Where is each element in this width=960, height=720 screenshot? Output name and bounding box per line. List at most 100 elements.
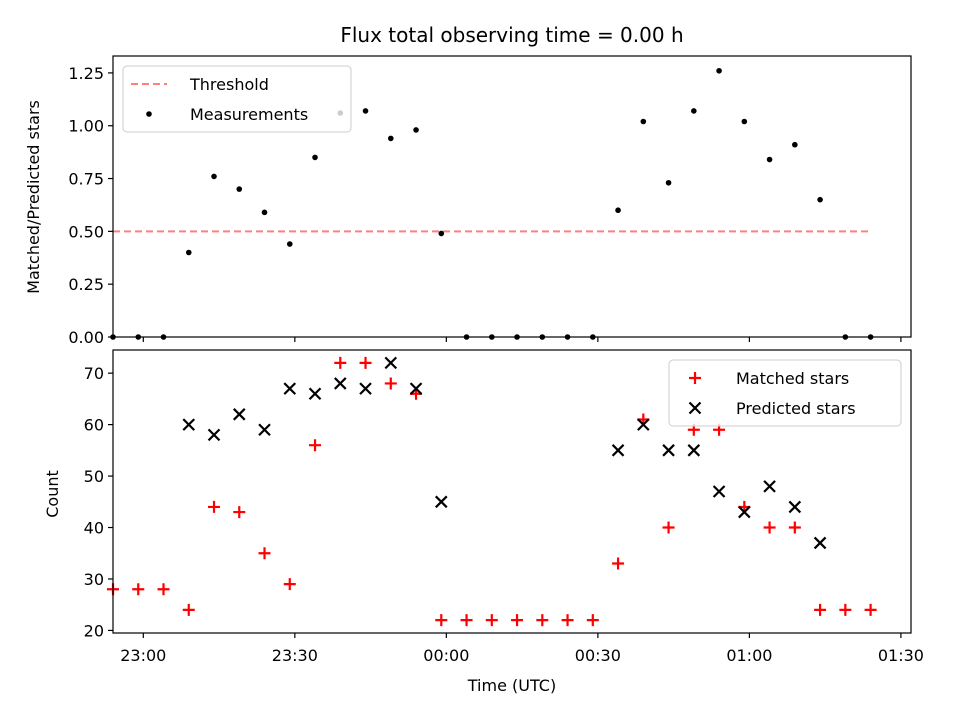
x-tick-label: 23:30 [272, 646, 318, 665]
matched-point [182, 603, 195, 616]
predicted-point [435, 495, 448, 509]
predicted-point [384, 356, 398, 370]
chart-title: Flux total observing time = 0.00 h [340, 23, 683, 47]
legend-label: Measurements [190, 105, 308, 124]
matched-point [157, 583, 170, 596]
y-tick-label: 50 [84, 467, 104, 486]
matched-point [283, 578, 296, 591]
axes-frame [112, 55, 912, 338]
matched-point [435, 614, 448, 627]
measurement-point [438, 230, 445, 237]
measurement-point [640, 118, 647, 125]
predicted-point [813, 536, 827, 550]
y-tick-label: 60 [84, 416, 104, 435]
x-tick-label: 00:00 [423, 646, 469, 665]
measurement-point [741, 118, 748, 125]
matched-point [864, 603, 877, 616]
matched-point [586, 614, 599, 627]
series-predicted-stars [182, 356, 827, 550]
matched-point [763, 521, 776, 534]
y-tick-label: 1.25 [68, 64, 104, 83]
matched-point [612, 557, 625, 570]
y-tick-label: 1.00 [68, 117, 104, 136]
measurement-point [236, 186, 243, 192]
matched-point [132, 583, 145, 596]
measurement-point [387, 135, 394, 142]
measurement-point [716, 67, 722, 74]
matched-point [485, 614, 498, 627]
x-tick-label: 00:30 [575, 646, 621, 665]
measurement-point [286, 241, 293, 247]
upper-panel: 0.00 0.25 0.50 0.75 1.00 1.25 Threshold Measure… [68, 55, 912, 347]
matched-point [258, 547, 271, 560]
matched-point [309, 439, 322, 452]
predicted-point [611, 444, 625, 457]
measurement-point [691, 108, 697, 114]
matched-point [788, 521, 801, 534]
matched-point [511, 614, 524, 627]
legend-box [668, 359, 902, 427]
matched-point [334, 356, 347, 369]
predicted-point [283, 382, 297, 395]
y-axis-label-bottom: Count [43, 470, 62, 518]
y-tick-label: 0.75 [68, 170, 104, 189]
predicted-point [687, 444, 701, 457]
measurement-point [665, 179, 672, 186]
y-tick-label: 30 [84, 570, 104, 589]
y-tick-label: 0.50 [68, 222, 104, 241]
measurement-point [362, 108, 369, 114]
y-tick-label: 40 [84, 519, 104, 538]
x-tick-label: 01:00 [726, 646, 772, 665]
predicted-point [788, 500, 802, 514]
matched-point [208, 500, 221, 513]
predicted-point [182, 418, 196, 431]
measurement-point [261, 209, 268, 216]
matched-point [814, 603, 827, 616]
measurement-point [185, 249, 192, 256]
matched-point [233, 506, 246, 519]
lower-panel: 20 30 40 50 60 70 23:00 23:30 00:00 00:30 01:00 01:… [84, 349, 924, 665]
matched-point [536, 614, 549, 627]
measurement-point [792, 141, 798, 148]
legend-label: Matched stars [736, 369, 849, 388]
legend-label: Threshold [189, 75, 269, 94]
measurement-point [615, 207, 621, 214]
legend-marker [146, 111, 152, 117]
y-tick-label: 20 [84, 621, 104, 640]
y-tick-label: 0.25 [68, 275, 104, 294]
predicted-point [637, 418, 650, 431]
measurement-point [817, 196, 823, 203]
matched-point [662, 521, 675, 534]
legend-marker [688, 401, 702, 415]
x-tick-label: 01:30 [878, 646, 924, 665]
legend: Threshold Measurements [122, 65, 352, 133]
measurement-point [413, 127, 419, 133]
x-axis-label: Time (UTC) [467, 676, 556, 695]
predicted-point [738, 505, 751, 519]
measurement-point [766, 156, 773, 163]
predicted-point [712, 485, 726, 498]
predicted-point [409, 382, 423, 395]
predicted-point [232, 408, 246, 421]
matched-point [839, 603, 852, 616]
predicted-point [359, 382, 372, 395]
axes-frame [112, 349, 912, 634]
matched-point [384, 377, 397, 390]
predicted-point [763, 480, 776, 493]
y-tick-label: 0.00 [68, 328, 104, 347]
matched-point [359, 356, 372, 369]
legend-marker [689, 372, 701, 384]
predicted-point [258, 423, 271, 437]
predicted-point [308, 387, 322, 401]
legend: Matched stars Predicted stars [668, 359, 902, 427]
matched-point [561, 614, 574, 627]
measurement-point [211, 173, 217, 180]
y-axis-label-top: Matched/Predicted stars [24, 100, 43, 294]
measurement-point [312, 154, 318, 161]
matched-point [460, 614, 473, 627]
x-tick-label: 23:00 [120, 646, 166, 665]
y-tick-label: 70 [84, 364, 104, 383]
legend-box [122, 65, 352, 133]
legend-label: Predicted stars [736, 399, 856, 418]
